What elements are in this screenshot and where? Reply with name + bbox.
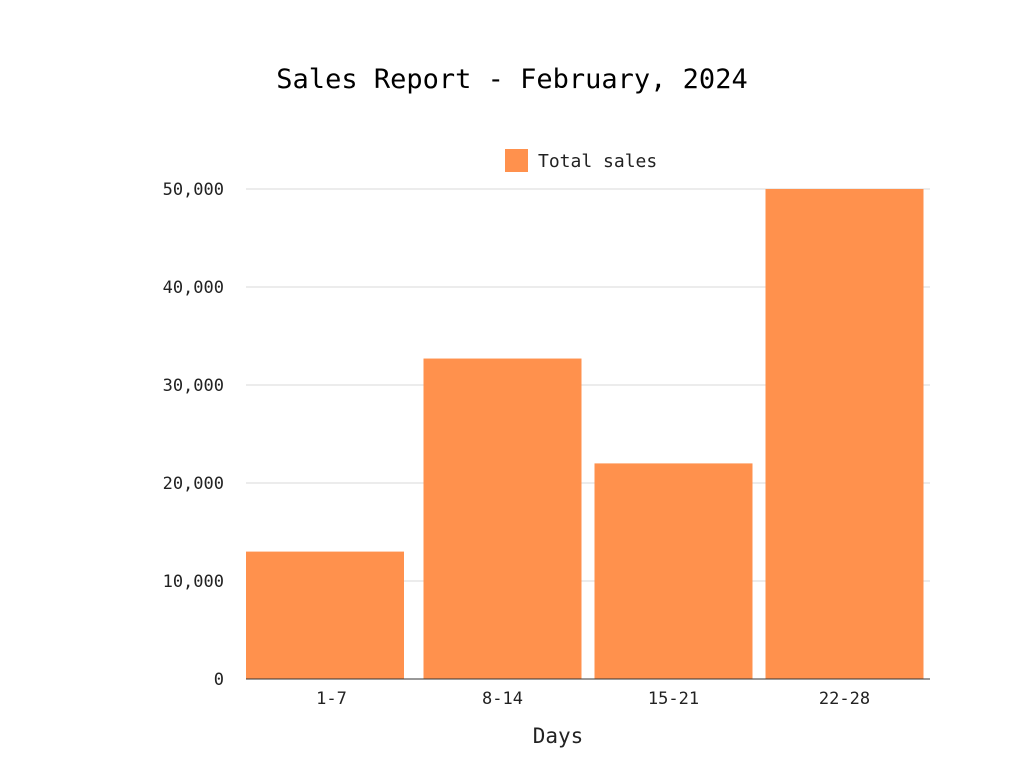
legend-label-total-sales: Total sales bbox=[538, 151, 657, 172]
y-tick-label: 0 bbox=[214, 670, 224, 690]
legend: Total sales bbox=[505, 149, 657, 172]
bars bbox=[246, 189, 924, 679]
y-tick-label: 50,000 bbox=[163, 180, 224, 200]
y-tick-label: 20,000 bbox=[163, 474, 224, 494]
y-tick-label: 40,000 bbox=[163, 278, 224, 298]
x-tick-labels: 1-7 8-14 15-21 22-28 bbox=[316, 689, 870, 709]
x-tick-label: 22-28 bbox=[819, 689, 870, 709]
y-tick-label: 10,000 bbox=[163, 572, 224, 592]
chart-title: Sales Report - February, 2024 bbox=[276, 64, 747, 95]
x-tick-label: 1-7 bbox=[316, 689, 347, 709]
y-tick-labels: 0 10,000 20,000 30,000 40,000 50,000 bbox=[163, 180, 224, 690]
bar-1-7 bbox=[246, 551, 404, 679]
bar-15-21 bbox=[594, 463, 753, 679]
legend-swatch-total-sales bbox=[505, 149, 528, 172]
y-tick-label: 30,000 bbox=[163, 376, 224, 396]
bar-22-28 bbox=[765, 189, 924, 679]
x-axis-title: Days bbox=[533, 724, 584, 748]
x-tick-label: 8-14 bbox=[482, 689, 523, 709]
bar-8-14 bbox=[423, 358, 582, 679]
x-tick-label: 15-21 bbox=[648, 689, 699, 709]
